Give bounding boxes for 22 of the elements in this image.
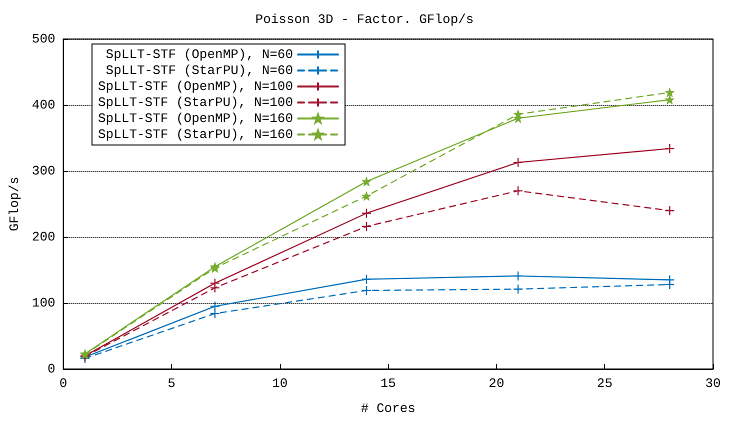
x-tick-label: 25 (596, 376, 613, 391)
y-tick-label: 200 (32, 230, 56, 244)
y-axis-title: GFlop/s (7, 176, 22, 232)
x-tick-label: 0 (59, 376, 68, 391)
x-axis-title: # Cores (360, 401, 416, 416)
legend-label: SpLLT-STF (StarPU), N=60 (106, 63, 294, 78)
legend-label: SpLLT-STF (OpenMP), N=160 (98, 111, 294, 126)
y-tick-label: 300 (32, 164, 56, 178)
x-tick-label: 15 (380, 376, 396, 391)
y-tick-label: 400 (32, 98, 56, 112)
legend-label: SpLLT-STF (StarPU), N=160 (98, 127, 294, 142)
x-tick-label: 20 (488, 376, 504, 391)
x-tick-label: 5 (168, 376, 176, 391)
x-tick-label: 30 (705, 376, 721, 391)
chart-title: Poisson 3D - Factor. GFlop/s (255, 12, 474, 27)
y-tick-label: 100 (32, 296, 56, 310)
y-tick-label: 0 (47, 362, 56, 376)
legend-label: SpLLT-STF (OpenMP), N=60 (106, 47, 294, 62)
legend-label: SpLLT-STF (OpenMP), N=100 (98, 79, 294, 94)
legend-label: SpLLT-STF (StarPU), N=100 (98, 95, 294, 110)
x-tick-label: 10 (272, 376, 288, 391)
y-tick-label: 500 (32, 32, 56, 46)
